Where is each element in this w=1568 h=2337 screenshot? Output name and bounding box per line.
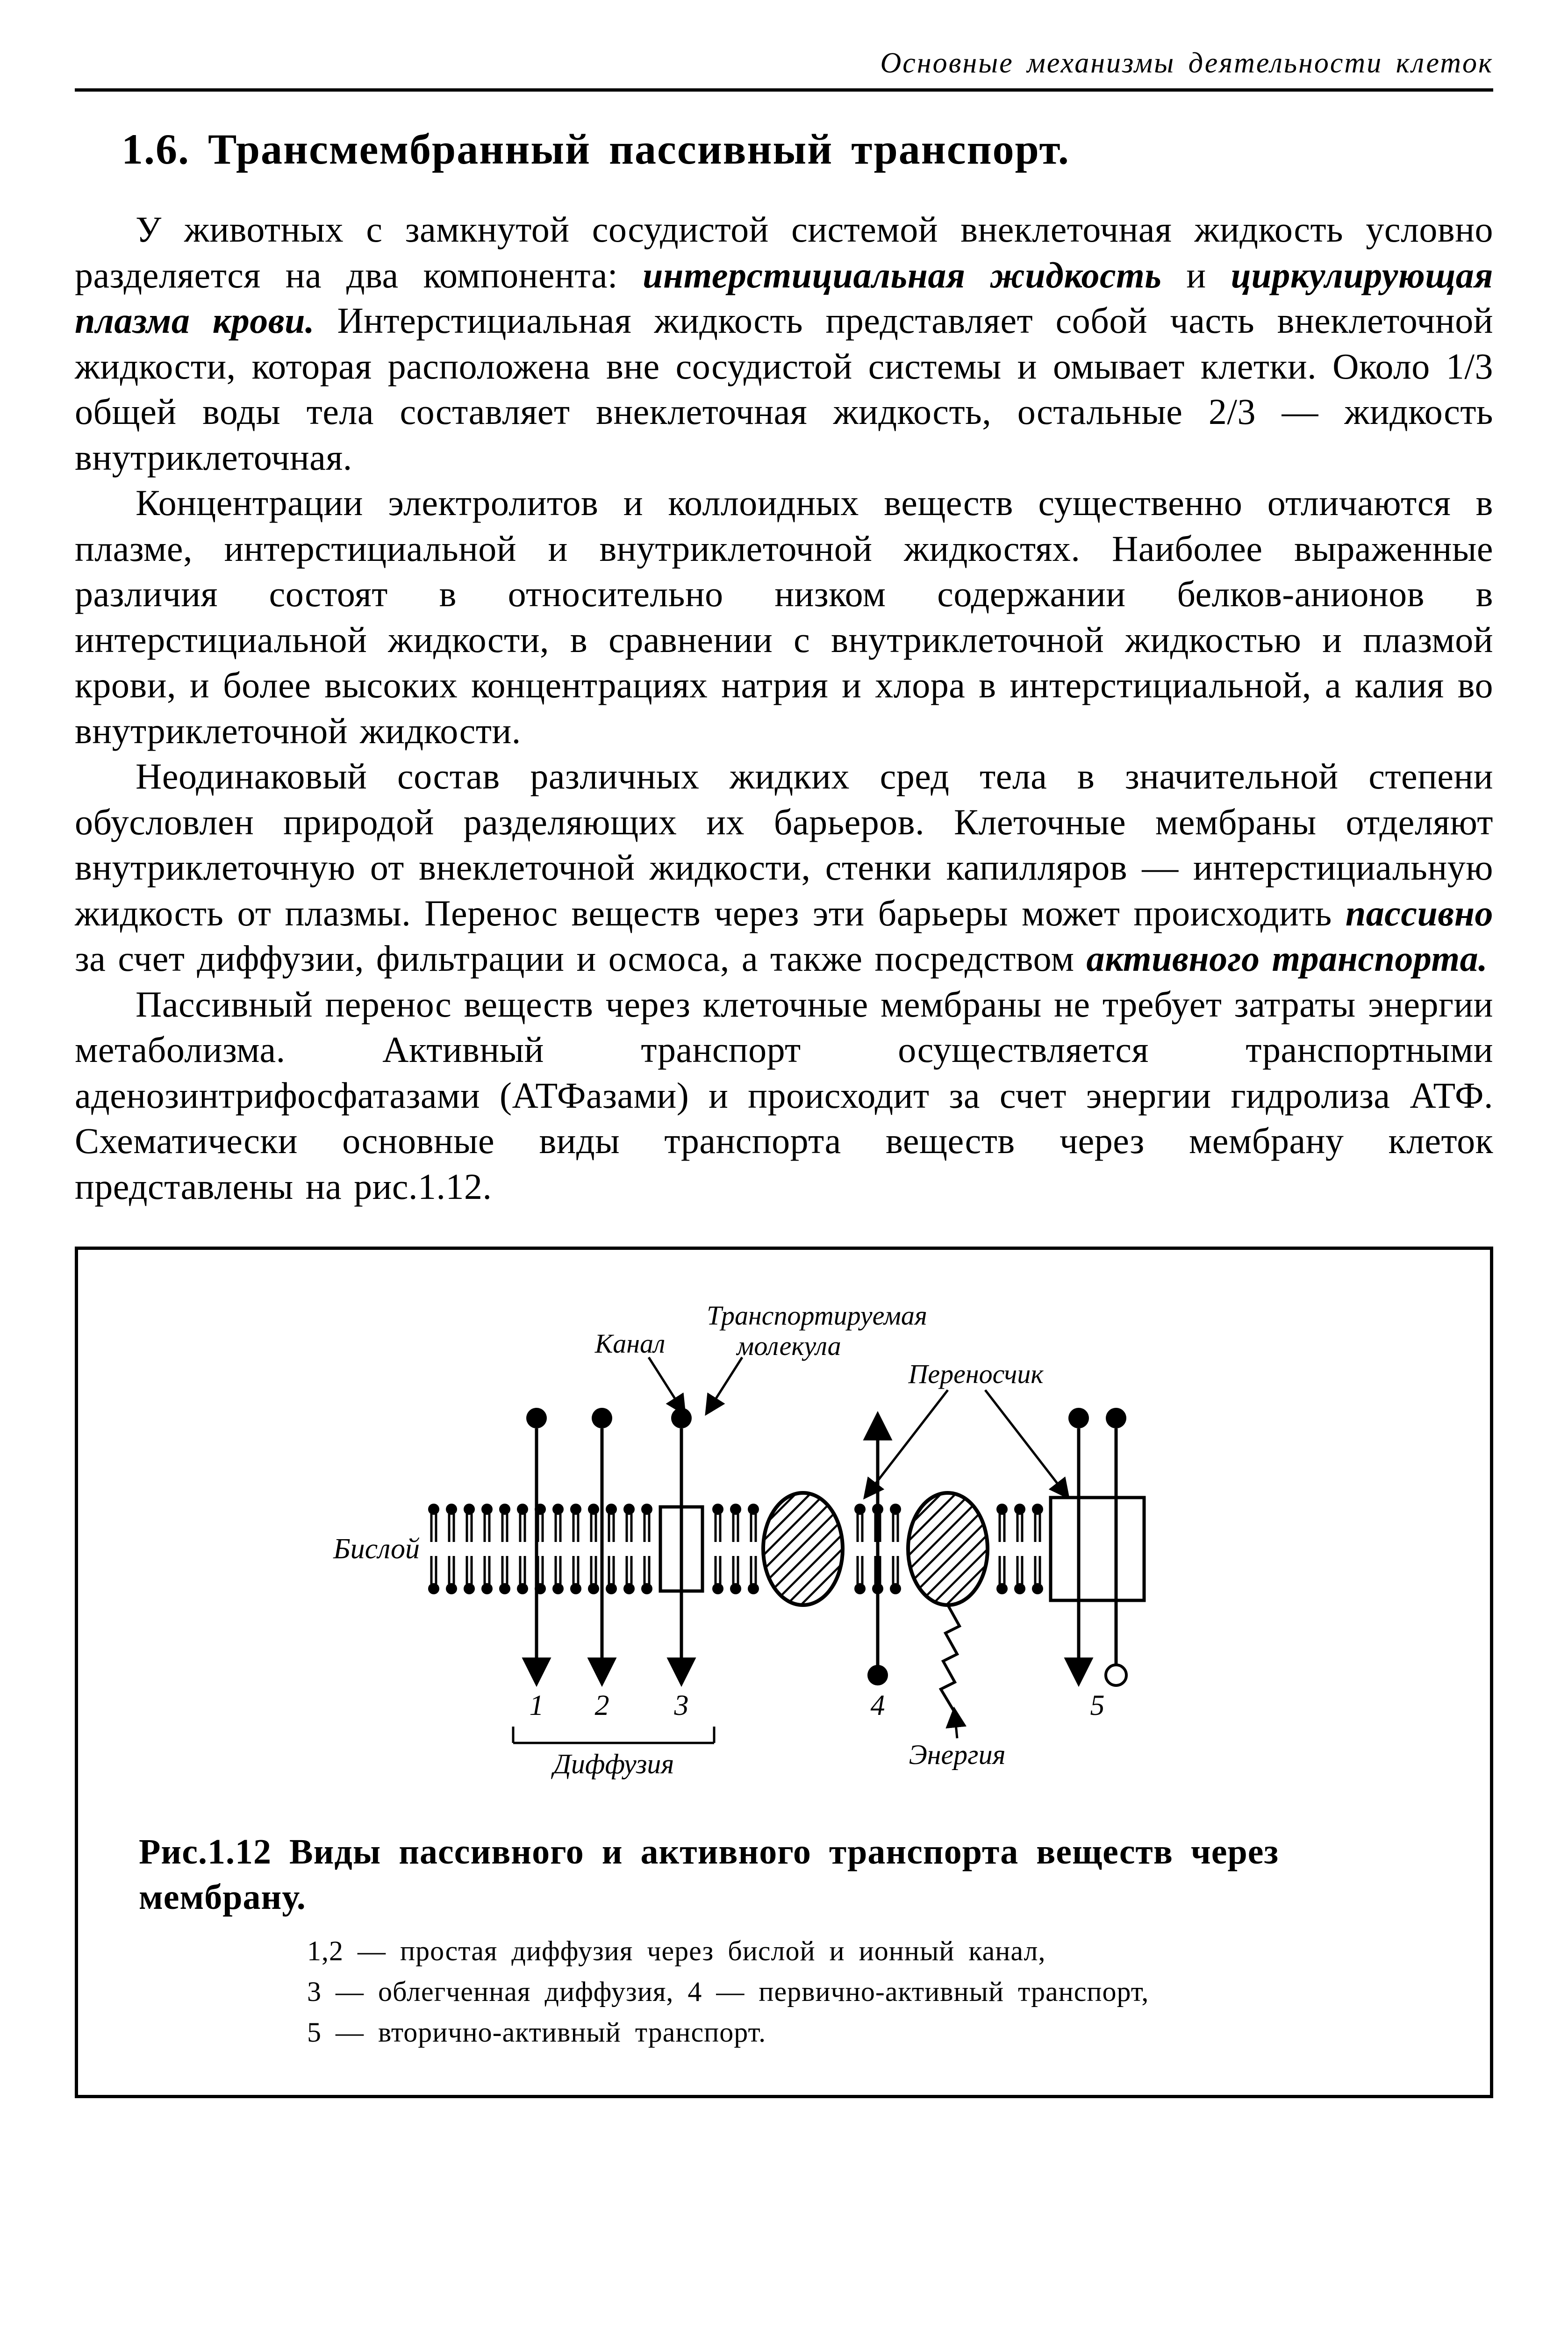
label-bilayer: Бислой — [333, 1533, 420, 1565]
label-carrier: Переносчик — [908, 1359, 1044, 1389]
num-4: 4 — [870, 1690, 885, 1721]
figure-caption: Рис.1.12 Виды пассивного и активного тра… — [139, 1829, 1439, 2053]
figure-ref: Рис.1.12 — [139, 1832, 272, 1871]
label-energy: Энергия — [909, 1739, 1005, 1770]
num-5: 5 — [1090, 1690, 1104, 1721]
num-1: 1 — [529, 1690, 544, 1721]
label-molecule-1: Транспортируемая — [707, 1300, 927, 1331]
label-diffusion: Диффузия — [551, 1749, 674, 1779]
em-term: активного транспорта. — [1086, 938, 1488, 979]
legend-line: 3 — облегченная диффузия, 4 — первично-а… — [307, 1971, 1439, 2012]
figure-box: Канал Транспортируемая молекула Переносч… — [75, 1247, 1493, 2098]
num-2: 2 — [594, 1690, 609, 1721]
paragraph-2: Концентрации электролитов и коллоидных в… — [75, 480, 1493, 753]
label-channel: Канал — [594, 1328, 665, 1359]
paragraph-1: У животных с замкнутой сосудистой систем… — [75, 207, 1493, 480]
legend-line: 1,2 — простая диффузия через бислой и ио… — [307, 1931, 1439, 1971]
em-term: пассивно — [1346, 893, 1493, 933]
section-number: 1.6. — [122, 125, 190, 173]
section-heading: 1.6. Трансмембранный пассивный транспорт… — [122, 124, 1493, 174]
label-molecule-2: молекула — [736, 1331, 841, 1361]
figure-diagram: Канал Транспортируемая молекула Переносч… — [294, 1297, 1275, 1787]
paragraph-4: Пассивный перенос веществ через клеточны… — [75, 982, 1493, 1210]
section-title: Трансмембранный пассивный транспорт. — [208, 125, 1070, 173]
num-3: 3 — [673, 1690, 688, 1721]
running-header: Основные механизмы деятельности клеток — [75, 47, 1493, 92]
legend-line: 5 — вторично-активный транспорт. — [307, 2012, 1439, 2053]
figure-title: Виды пассивного и активного транспорта в… — [139, 1832, 1279, 1917]
em-term: интерстициальная жидкость — [643, 255, 1161, 295]
paragraph-3: Неодинаковый состав различных жидких сре… — [75, 753, 1493, 982]
body-text: У животных с замкнутой сосудистой систем… — [75, 207, 1493, 1209]
